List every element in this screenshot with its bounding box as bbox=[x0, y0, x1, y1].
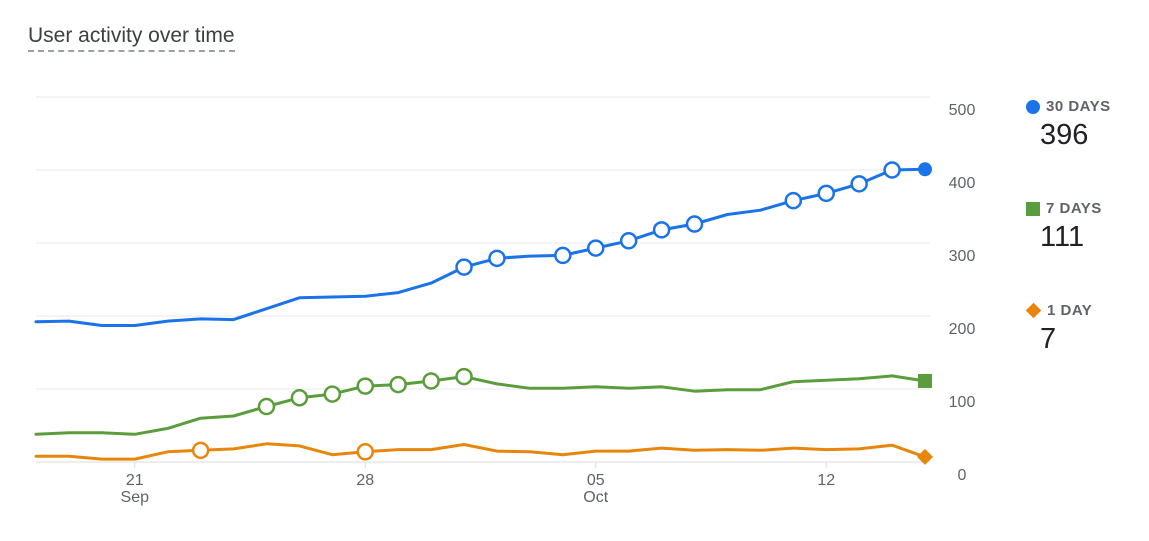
legend-label: 7 DAYS bbox=[1046, 200, 1102, 217]
y-tick-label: 100 bbox=[949, 394, 976, 411]
series-line bbox=[34, 442, 927, 461]
series-lines bbox=[34, 167, 927, 461]
circle-icon bbox=[1026, 99, 1040, 114]
legend-item-30-days[interactable]: 30 DAYS 396 bbox=[1026, 98, 1111, 151]
diamond-icon bbox=[1025, 302, 1042, 319]
chart-title: User activity over time bbox=[28, 24, 235, 52]
data-point bbox=[290, 389, 309, 407]
legend-item-7-days[interactable]: 7 DAYS 111 bbox=[1026, 200, 1102, 253]
end-point-square bbox=[918, 373, 932, 388]
data-point bbox=[619, 232, 638, 250]
legend-value: 7 bbox=[1040, 323, 1057, 355]
data-point bbox=[652, 221, 671, 239]
data-point bbox=[257, 397, 276, 416]
y-tick-label: 500 bbox=[949, 102, 976, 119]
y-tick-label: 0 bbox=[958, 467, 967, 484]
series-line bbox=[34, 374, 927, 436]
data-point bbox=[389, 375, 407, 394]
legend-label: 30 DAYS bbox=[1046, 98, 1111, 115]
end-point-diamond bbox=[917, 448, 933, 465]
data-point bbox=[455, 367, 473, 386]
x-tick-label: 28 bbox=[356, 472, 374, 489]
x-tick-sublabel: Oct bbox=[583, 489, 608, 506]
y-tick-label: 300 bbox=[949, 248, 976, 265]
x-tick-label: 21 bbox=[126, 472, 144, 489]
data-point bbox=[586, 239, 605, 257]
legend-value: 396 bbox=[1040, 119, 1089, 151]
legend-label: 1 DAY bbox=[1047, 302, 1093, 319]
y-tick-label: 400 bbox=[949, 175, 976, 192]
y-tick-label: 200 bbox=[949, 321, 976, 338]
data-point bbox=[356, 443, 375, 461]
data-point bbox=[554, 246, 572, 265]
legend-item-1-day[interactable]: 1 DAY 7 bbox=[1025, 302, 1093, 355]
data-point bbox=[191, 441, 210, 460]
series-line bbox=[34, 167, 927, 327]
x-tick-label: 05 bbox=[587, 472, 605, 489]
gridlines bbox=[36, 96, 930, 463]
data-point bbox=[422, 372, 440, 390]
legend-value: 111 bbox=[1040, 221, 1085, 253]
end-point-circle bbox=[918, 162, 932, 177]
square-icon bbox=[1026, 201, 1040, 216]
data-point bbox=[883, 161, 901, 179]
data-point bbox=[323, 385, 342, 403]
data-point bbox=[850, 175, 868, 193]
data-point bbox=[784, 191, 803, 210]
y-axis-ticks: 0 100 200 300 400 500 bbox=[949, 102, 976, 484]
data-point bbox=[356, 377, 375, 395]
data-point bbox=[685, 215, 704, 233]
data-point bbox=[488, 249, 506, 268]
data-point bbox=[817, 184, 835, 203]
series-points bbox=[191, 161, 933, 465]
data-point bbox=[455, 258, 473, 276]
x-tick-label: 12 bbox=[817, 472, 835, 489]
x-tick-sublabel: Sep bbox=[121, 489, 150, 506]
